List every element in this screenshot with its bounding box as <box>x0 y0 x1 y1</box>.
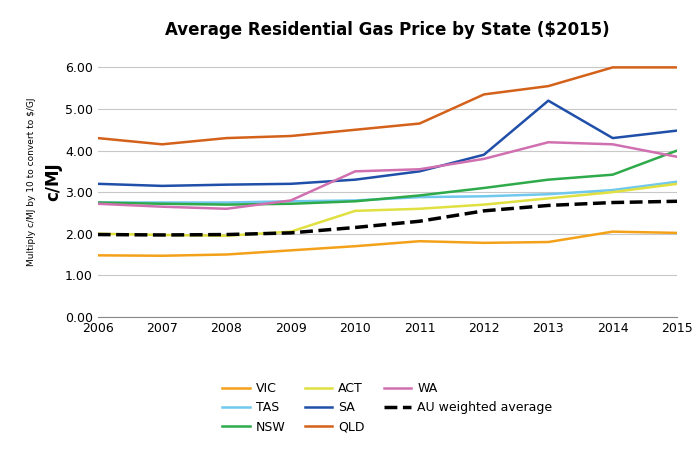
WA <box>351 169 359 174</box>
VIC <box>609 229 617 234</box>
Y-axis label: c/MJ: c/MJ <box>44 163 62 201</box>
Line: NSW: NSW <box>98 151 677 205</box>
ACT <box>351 208 359 213</box>
WA <box>94 201 102 206</box>
AU weighted average <box>222 232 230 237</box>
WA <box>415 166 424 172</box>
NSW <box>609 172 617 178</box>
SA <box>480 152 488 158</box>
SA <box>415 169 424 174</box>
VIC <box>351 243 359 249</box>
TAS <box>351 198 359 203</box>
SA <box>287 181 295 186</box>
QLD <box>609 65 617 70</box>
TAS <box>480 193 488 199</box>
AU weighted average <box>351 225 359 230</box>
WA <box>287 198 295 203</box>
QLD <box>544 83 553 89</box>
WA <box>609 142 617 147</box>
SA <box>544 98 553 103</box>
TAS <box>673 179 681 185</box>
VIC <box>287 247 295 253</box>
AU weighted average <box>415 219 424 224</box>
Line: SA: SA <box>98 101 677 186</box>
AU weighted average <box>158 232 166 238</box>
NSW <box>415 192 424 198</box>
AU weighted average <box>544 203 553 208</box>
ACT <box>222 233 230 239</box>
NSW <box>544 177 553 183</box>
WA <box>158 204 166 210</box>
NSW <box>222 202 230 207</box>
AU weighted average <box>94 232 102 237</box>
ACT <box>415 206 424 212</box>
NSW <box>480 185 488 191</box>
ACT <box>158 232 166 238</box>
Title: Average Residential Gas Price by State ($2015): Average Residential Gas Price by State (… <box>165 21 609 40</box>
TAS <box>158 200 166 206</box>
TAS <box>415 194 424 200</box>
QLD <box>158 142 166 147</box>
WA <box>544 139 553 145</box>
WA <box>673 154 681 159</box>
VIC <box>544 239 553 245</box>
VIC <box>158 253 166 259</box>
ACT <box>287 229 295 234</box>
Text: Multiply c/MJ by 10 to convert to $/GJ: Multiply c/MJ by 10 to convert to $/GJ <box>27 97 36 266</box>
NSW <box>673 148 681 153</box>
SA <box>94 181 102 186</box>
VIC <box>480 240 488 246</box>
NSW <box>158 201 166 206</box>
NSW <box>287 201 295 206</box>
Legend: VIC, TAS, NSW, ACT, SA, QLD, WA, AU weighted average: VIC, TAS, NSW, ACT, SA, QLD, WA, AU weig… <box>217 377 558 439</box>
ACT <box>609 189 617 195</box>
AU weighted average <box>287 230 295 236</box>
TAS <box>609 187 617 193</box>
VIC <box>222 252 230 257</box>
QLD <box>287 133 295 139</box>
AU weighted average <box>673 199 681 204</box>
VIC <box>673 230 681 236</box>
AU weighted average <box>480 208 488 213</box>
Line: AU weighted average: AU weighted average <box>98 201 677 235</box>
WA <box>480 156 488 162</box>
VIC <box>415 239 424 244</box>
ACT <box>480 202 488 207</box>
SA <box>222 182 230 187</box>
TAS <box>94 200 102 206</box>
SA <box>673 128 681 133</box>
WA <box>222 206 230 212</box>
ACT <box>544 196 553 201</box>
Line: QLD: QLD <box>98 68 677 144</box>
Line: TAS: TAS <box>98 182 677 203</box>
NSW <box>94 200 102 206</box>
QLD <box>222 135 230 141</box>
QLD <box>673 65 681 70</box>
ACT <box>673 181 681 186</box>
Line: WA: WA <box>98 142 677 209</box>
AU weighted average <box>609 200 617 206</box>
SA <box>158 183 166 189</box>
Line: VIC: VIC <box>98 232 677 256</box>
QLD <box>415 121 424 126</box>
TAS <box>222 200 230 206</box>
QLD <box>480 92 488 97</box>
VIC <box>94 253 102 258</box>
ACT <box>94 231 102 237</box>
SA <box>351 177 359 183</box>
NSW <box>351 199 359 204</box>
SA <box>609 135 617 141</box>
TAS <box>544 192 553 197</box>
QLD <box>351 127 359 132</box>
QLD <box>94 135 102 141</box>
TAS <box>287 199 295 204</box>
Line: ACT: ACT <box>98 184 677 236</box>
